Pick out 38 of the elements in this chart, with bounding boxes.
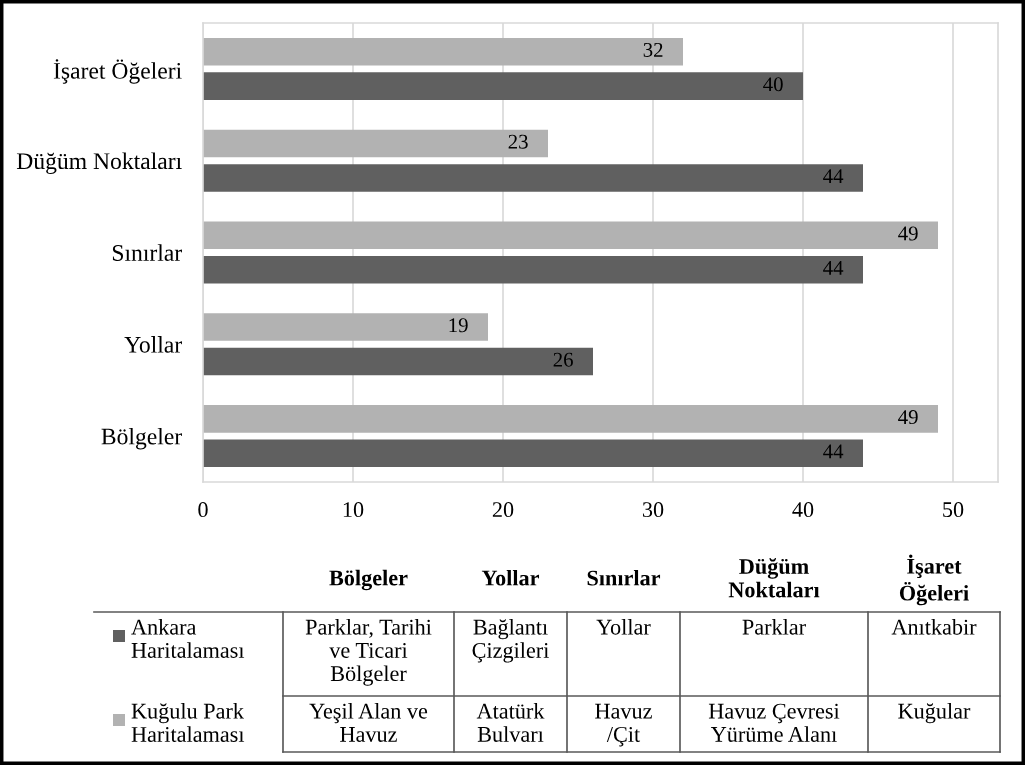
data-label: 44 xyxy=(823,444,844,459)
y-tick-label: Sınırlar xyxy=(112,244,182,261)
y-tick-label: Düğüm Noktaları xyxy=(16,152,182,174)
y-tick-label: Yollar xyxy=(124,336,182,353)
text: Bağlantı Çizgileri xyxy=(472,619,549,663)
y-tick-label: Bölgeler xyxy=(101,427,182,450)
data-label: 23 xyxy=(508,134,528,149)
text: Havuz Çevresi Yürüme Alanı xyxy=(708,703,840,742)
text: Parklar, Tarihi ve Ticari Bölgeler xyxy=(305,619,432,686)
x-tick-label: 50 xyxy=(943,502,964,518)
text: Yollar xyxy=(596,619,651,635)
text: Kuğular xyxy=(898,703,971,724)
y-tick-label: İşaret Öğeleri xyxy=(53,59,182,84)
legend-label: Ankara Haritalaması xyxy=(131,619,245,658)
data-label: 26 xyxy=(553,352,573,367)
data-label: 49 xyxy=(898,226,918,241)
data-label: 49 xyxy=(898,410,918,425)
x-tick-label: 30 xyxy=(642,502,664,518)
category-label: İşaret Öğeleri xyxy=(899,554,969,606)
text: Yeşil Alan ve Havuz xyxy=(309,703,428,742)
x-tick-label: 20 xyxy=(492,502,514,518)
x-tick-label: 40 xyxy=(792,502,814,518)
text: Atatürk Bulvarı xyxy=(476,703,545,742)
x-tick-label: 0 xyxy=(198,502,208,518)
data-label: 32 xyxy=(643,42,663,57)
legend-label: Kuğulu Park Haritalaması xyxy=(131,703,245,742)
x-tick-label: 10 xyxy=(343,502,364,518)
data-label: 19 xyxy=(449,318,468,333)
data-label: 44 xyxy=(823,169,844,183)
data-label: 40 xyxy=(763,77,783,92)
data-label: 44 xyxy=(823,261,844,275)
text: Parklar xyxy=(742,619,806,635)
category-label: Bölgeler xyxy=(329,569,408,591)
category-label: Düğüm Noktaları xyxy=(728,558,820,598)
category-label: Sınırlar xyxy=(587,569,661,586)
text: Havuz /Çit xyxy=(595,703,652,747)
text: Anıtkabir xyxy=(891,619,977,635)
category-label: Yollar xyxy=(481,569,540,586)
